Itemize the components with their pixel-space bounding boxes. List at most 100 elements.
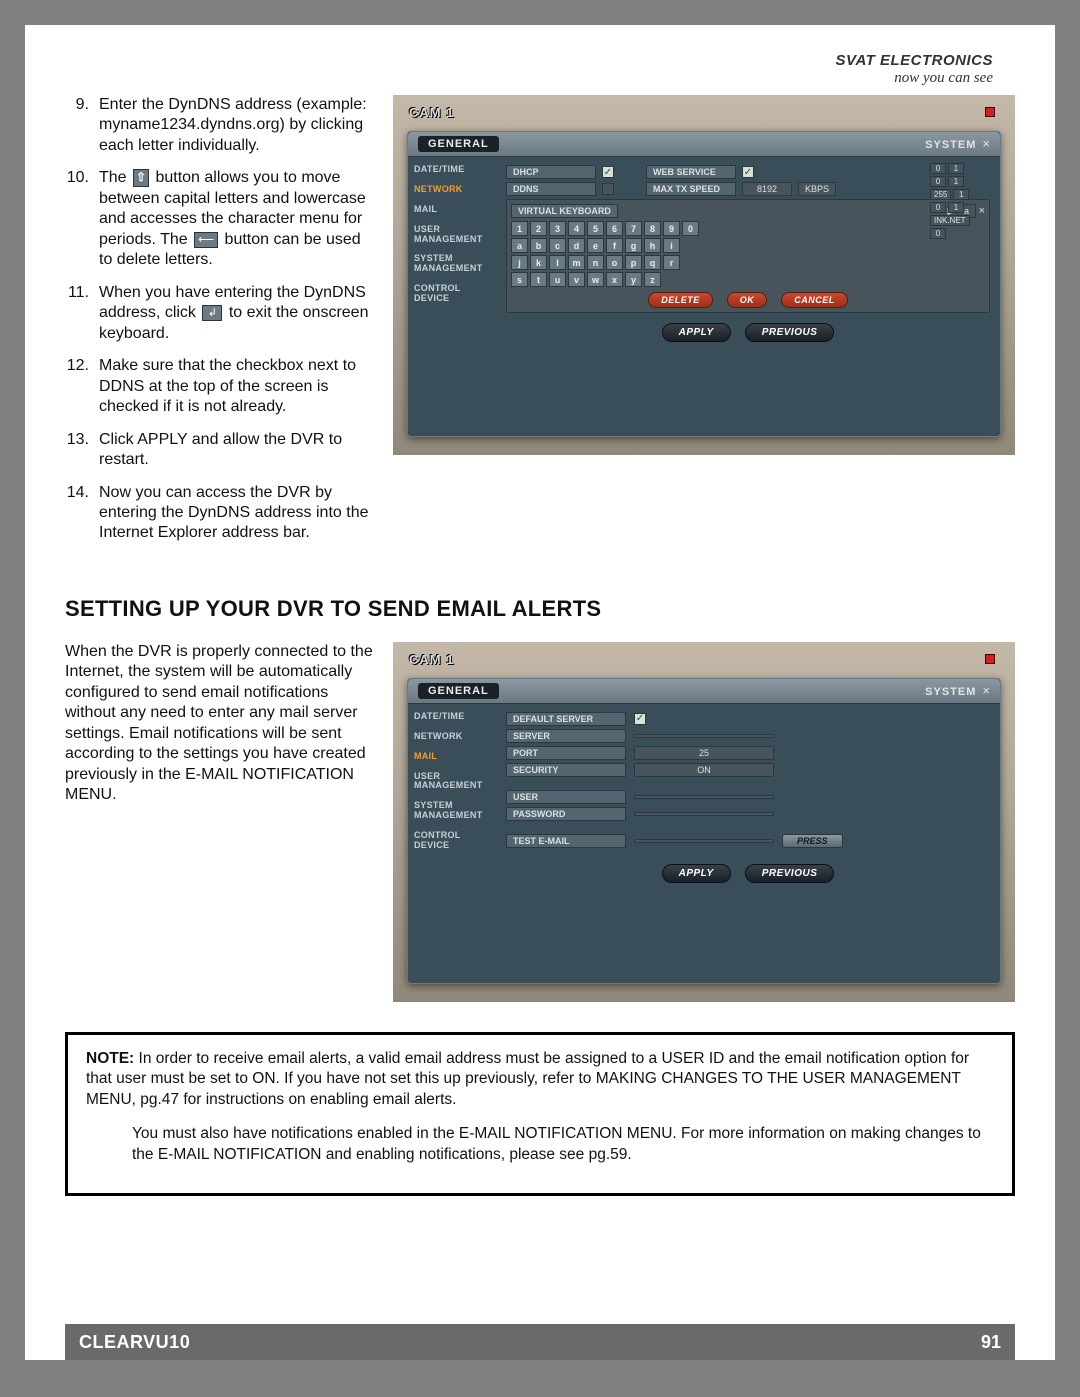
- dvr-sidebar: DATE/TIME NETWORK MAIL USERMANAGEMENT SYSTEM…: [408, 157, 506, 437]
- key[interactable]: k: [530, 255, 547, 270]
- key[interactable]: h: [644, 238, 661, 253]
- form-row: SERVER: [506, 729, 990, 743]
- form-row: DEFAULT SERVER✓: [506, 712, 990, 726]
- sidebar-item[interactable]: SYSTEMMANAGEMENT: [414, 801, 500, 821]
- note-label: NOTE:: [86, 1050, 134, 1067]
- key[interactable]: v: [568, 272, 585, 287]
- key[interactable]: q: [644, 255, 661, 270]
- apply-button[interactable]: APPLY: [662, 864, 731, 883]
- sidebar-item[interactable]: NETWORK: [414, 185, 500, 195]
- key[interactable]: f: [606, 238, 623, 253]
- field-label: PASSWORD: [506, 807, 626, 821]
- key[interactable]: 7: [625, 221, 642, 236]
- field-value: [634, 839, 774, 843]
- key[interactable]: y: [625, 272, 642, 287]
- brand-block: SVAT ELECTRONICS now you can see: [836, 53, 993, 86]
- page-footer: CLEARVU10 91: [65, 1324, 1015, 1360]
- key[interactable]: m: [568, 255, 585, 270]
- dvr-sidebar: DATE/TIME NETWORK MAIL USERMANAGEMENT SYSTEM…: [408, 704, 506, 984]
- cancel-button[interactable]: CANCEL: [781, 292, 848, 308]
- checkbox[interactable]: ✓: [634, 713, 646, 725]
- webservice-checkbox[interactable]: ✓: [742, 166, 754, 178]
- key[interactable]: s: [511, 272, 528, 287]
- key[interactable]: 2: [530, 221, 547, 236]
- record-icon: [985, 654, 995, 664]
- dvr-titlebar: GENERAL SYSTEM×: [408, 679, 1000, 704]
- general-label: GENERAL: [418, 136, 499, 152]
- key[interactable]: p: [625, 255, 642, 270]
- instruction-list: 9. Enter the DynDNS address (example: my…: [65, 95, 375, 556]
- previous-button[interactable]: PREVIOUS: [745, 864, 835, 883]
- key[interactable]: d: [568, 238, 585, 253]
- field-value[interactable]: 25: [634, 746, 774, 760]
- key[interactable]: u: [549, 272, 566, 287]
- brand-tagline: now you can see: [836, 70, 993, 87]
- sidebar-item[interactable]: MAIL: [414, 205, 500, 215]
- sidebar-item[interactable]: CONTROLDEVICE: [414, 284, 500, 304]
- key[interactable]: 0: [682, 221, 699, 236]
- camera-label: CAM 1: [409, 652, 454, 667]
- key[interactable]: o: [606, 255, 623, 270]
- key[interactable]: 5: [587, 221, 604, 236]
- key[interactable]: 9: [663, 221, 680, 236]
- form-row: USER: [506, 790, 990, 804]
- sidebar-item[interactable]: DATE/TIME: [414, 165, 500, 175]
- backspace-icon: ⟵: [194, 232, 218, 248]
- key[interactable]: 3: [549, 221, 566, 236]
- sidebar-item[interactable]: SYSTEMMANAGEMENT: [414, 254, 500, 274]
- dvr-main-panel: DEFAULT SERVER✓ SERVER PORT25 SECURITY ON USE…: [506, 704, 1000, 984]
- field-value[interactable]: [634, 734, 774, 738]
- sidebar-item[interactable]: MAIL: [414, 752, 500, 762]
- field-value[interactable]: [634, 812, 774, 816]
- key[interactable]: 6: [606, 221, 623, 236]
- field-value[interactable]: [634, 795, 774, 799]
- key[interactable]: x: [606, 272, 623, 287]
- step: 11. When you have entering the DynDNS ad…: [65, 283, 375, 344]
- field-label: TEST E-MAIL: [506, 834, 626, 848]
- dvr-screenshot-network: CAM 1 GENERAL SYSTEM× DATE/TIMENETWORKMA…: [393, 95, 1015, 455]
- ok-button[interactable]: OK: [727, 292, 768, 308]
- field-label: USER: [506, 790, 626, 804]
- form-row: TEST E-MAIL PRESS: [506, 834, 990, 848]
- section-title: SETTING UP YOUR DVR TO SEND EMAIL ALERTS: [65, 596, 1015, 622]
- sidebar-item[interactable]: USERMANAGEMENT: [414, 225, 500, 245]
- key[interactable]: n: [587, 255, 604, 270]
- sidebar-item[interactable]: CONTROLDEVICE: [414, 831, 500, 851]
- key[interactable]: g: [625, 238, 642, 253]
- key[interactable]: z: [644, 272, 661, 287]
- sidebar-item[interactable]: DATE/TIME: [414, 712, 500, 722]
- model-name: CLEARVU10: [79, 1332, 190, 1353]
- key[interactable]: w: [587, 272, 604, 287]
- key[interactable]: c: [549, 238, 566, 253]
- key[interactable]: 4: [568, 221, 585, 236]
- form-row: PORT25: [506, 746, 990, 760]
- key[interactable]: 1: [511, 221, 528, 236]
- delete-button[interactable]: DELETE: [648, 292, 713, 308]
- ddns-checkbox[interactable]: [602, 183, 614, 195]
- sidebar-item[interactable]: NETWORK: [414, 732, 500, 742]
- key[interactable]: l: [549, 255, 566, 270]
- previous-button[interactable]: PREVIOUS: [745, 323, 835, 342]
- apply-button[interactable]: APPLY: [662, 323, 731, 342]
- sidebar-item[interactable]: USERMANAGEMENT: [414, 772, 500, 792]
- key[interactable]: 8: [644, 221, 661, 236]
- press-button[interactable]: PRESS: [782, 834, 843, 848]
- note-box: NOTE: In order to receive email alerts, …: [65, 1032, 1015, 1196]
- side-ip-panel: 0101255101INK.NET0: [930, 163, 994, 241]
- camera-label: CAM 1: [409, 105, 454, 120]
- key[interactable]: b: [530, 238, 547, 253]
- key[interactable]: i: [663, 238, 680, 253]
- dhcp-checkbox[interactable]: ✓: [602, 166, 614, 178]
- dvr-window: GENERAL SYSTEM× DATE/TIME NETWORK MAIL USER…: [407, 678, 1001, 984]
- field-label: SECURITY: [506, 763, 626, 777]
- key[interactable]: r: [663, 255, 680, 270]
- key[interactable]: j: [511, 255, 528, 270]
- field-value[interactable]: ON: [634, 763, 774, 777]
- section-email: When the DVR is properly connected to th…: [65, 642, 1015, 1002]
- key[interactable]: a: [511, 238, 528, 253]
- key[interactable]: t: [530, 272, 547, 287]
- close-icon[interactable]: ×: [982, 683, 990, 698]
- key[interactable]: e: [587, 238, 604, 253]
- dvr-screenshot-mail: CAM 1 GENERAL SYSTEM× DATE/TIME NETWORK MA…: [393, 642, 1015, 1002]
- close-icon[interactable]: ×: [982, 136, 990, 151]
